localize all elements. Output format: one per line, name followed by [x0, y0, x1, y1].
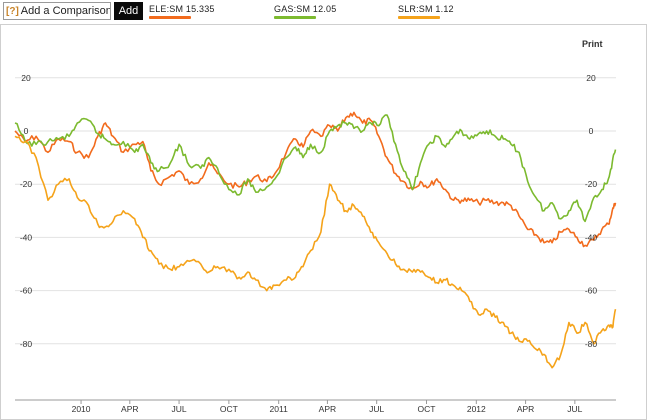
legend-swatch-gas — [274, 16, 316, 19]
legend-label-ele: ELE:SM 15.335 — [149, 4, 215, 14]
legend-swatch-slr — [398, 16, 440, 19]
add-button[interactable]: Add — [114, 2, 143, 20]
add-comparison-label: Add a Comparison — [20, 5, 111, 17]
legend-item-gas: GAS:SM 12.05 — [274, 4, 344, 22]
y-tick-label-right: -80 — [585, 339, 598, 349]
x-tick-label: JUL — [369, 404, 384, 414]
toolbar: [?] Add a Comparison Add ELE:SM 15.335 GA… — [0, 0, 647, 24]
y-tick-label-right: -20 — [585, 179, 598, 189]
y-tick-label-right: -60 — [585, 286, 598, 296]
x-tick-label: APR — [121, 404, 138, 414]
legend-swatch-ele — [149, 16, 191, 19]
x-tick-label: OCT — [220, 404, 238, 414]
x-tick-label: JUL — [171, 404, 186, 414]
y-tick-label-right: 0 — [589, 126, 594, 136]
y-tick-label-left: -60 — [20, 286, 33, 296]
x-tick-label: OCT — [418, 404, 436, 414]
x-tick-label: JUL — [567, 404, 582, 414]
y-axis-right: 20 0 -20 -40 -60 -80 — [585, 73, 598, 349]
add-comparison-input[interactable]: [?] Add a Comparison — [3, 2, 111, 20]
y-axis-left: 20 0 -20 -40 -60 -80 — [20, 73, 33, 349]
y-tick-label-left: -80 — [20, 339, 33, 349]
print-link[interactable]: Print — [582, 39, 603, 49]
x-tick-label: 2010 — [72, 404, 91, 414]
help-icon[interactable]: [?] — [6, 6, 19, 17]
x-tick-label: 2011 — [270, 404, 289, 414]
grid-lines — [15, 77, 616, 345]
y-tick-label-left: 0 — [24, 126, 29, 136]
x-tick-label: APR — [319, 404, 336, 414]
legend-label-gas: GAS:SM 12.05 — [274, 4, 337, 14]
legend-item-slr: SLR:SM 1.12 — [398, 4, 468, 22]
y-tick-label-right: -40 — [585, 232, 598, 242]
legend-label-slr: SLR:SM 1.12 — [398, 4, 454, 14]
series-lines — [14, 111, 617, 369]
y-tick-label-left: 20 — [21, 73, 31, 83]
x-axis: 2010 APR JUL OCT 2011 APR JUL OCT 2012 APR JUL — [15, 399, 616, 414]
series-line-slr — [14, 135, 617, 369]
y-tick-label-right: 20 — [586, 73, 596, 83]
y-tick-label-left: -20 — [20, 179, 33, 189]
y-tick-label-left: -40 — [20, 232, 33, 242]
x-tick-label: APR — [517, 404, 534, 414]
x-tick-label: 2012 — [467, 404, 486, 414]
legend-item-ele: ELE:SM 15.335 — [149, 4, 221, 22]
series-line-gas — [14, 114, 617, 223]
